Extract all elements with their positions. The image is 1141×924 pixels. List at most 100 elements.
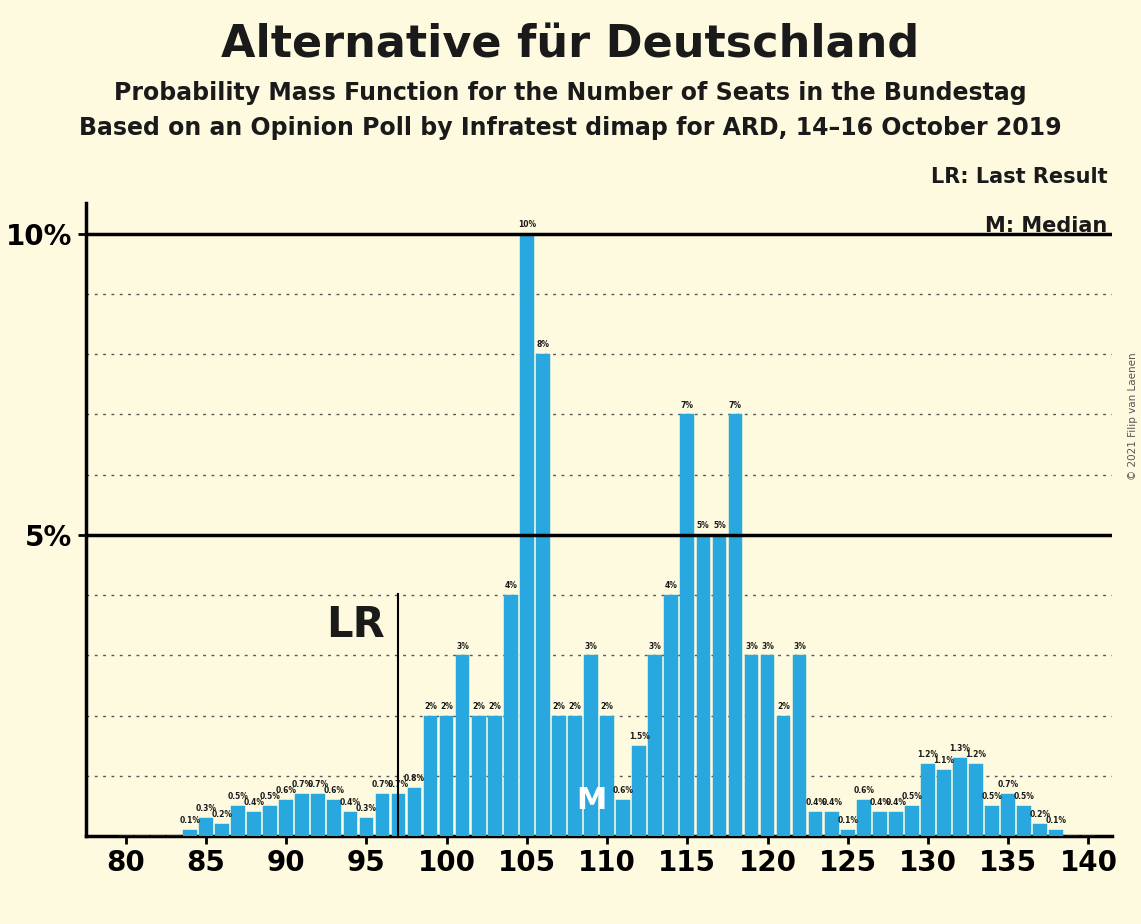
Text: 2%: 2% (777, 702, 790, 711)
Bar (216, 824, 229, 836)
Bar (1034, 824, 1047, 836)
Text: 1.2%: 1.2% (917, 750, 938, 760)
Bar (359, 818, 373, 836)
Bar (264, 806, 277, 836)
Text: 0.1%: 0.1% (179, 817, 201, 825)
Text: 0.2%: 0.2% (211, 810, 233, 820)
Bar (953, 758, 966, 836)
Bar (375, 794, 389, 836)
Text: 2%: 2% (424, 702, 437, 711)
Bar (183, 830, 196, 836)
Text: 1.5%: 1.5% (629, 732, 649, 741)
Text: 0.7%: 0.7% (372, 780, 393, 789)
Bar (777, 716, 791, 836)
Bar (1018, 806, 1031, 836)
Text: 2%: 2% (488, 702, 501, 711)
Bar (439, 716, 453, 836)
Bar (825, 812, 839, 836)
Bar (889, 812, 903, 836)
Text: 3%: 3% (793, 641, 806, 650)
Text: 8%: 8% (536, 340, 549, 349)
Bar (921, 764, 934, 836)
Text: 2%: 2% (568, 702, 582, 711)
Bar (327, 800, 341, 836)
Text: 0.4%: 0.4% (340, 798, 361, 808)
Bar (793, 655, 807, 836)
Bar (969, 764, 982, 836)
Bar (937, 770, 950, 836)
Bar (391, 794, 405, 836)
Bar (407, 788, 421, 836)
Text: 0.6%: 0.6% (276, 786, 297, 796)
Bar (296, 794, 309, 836)
Text: 10%: 10% (518, 220, 536, 229)
Bar (568, 716, 582, 836)
Bar (488, 716, 502, 836)
Text: 0.1%: 0.1% (1046, 817, 1067, 825)
Text: 0.5%: 0.5% (901, 792, 922, 801)
Text: 0.7%: 0.7% (997, 780, 1019, 789)
Text: LR: Last Result: LR: Last Result (931, 167, 1107, 188)
Bar (664, 595, 678, 836)
Text: 0.5%: 0.5% (981, 792, 1003, 801)
Bar (986, 806, 1000, 836)
Text: 1.1%: 1.1% (933, 756, 955, 765)
Text: 2%: 2% (472, 702, 485, 711)
Text: 0.4%: 0.4% (806, 798, 826, 808)
Text: 3%: 3% (456, 641, 469, 650)
Text: 2%: 2% (600, 702, 614, 711)
Text: 3%: 3% (649, 641, 662, 650)
Text: 0.7%: 0.7% (388, 780, 408, 789)
Text: M: M (576, 786, 606, 815)
Text: 4%: 4% (504, 581, 517, 590)
Bar (455, 655, 469, 836)
Text: 3%: 3% (761, 641, 774, 650)
Text: M: Median: M: Median (985, 216, 1107, 236)
Text: 1.2%: 1.2% (965, 750, 987, 760)
Bar (343, 812, 357, 836)
Text: 0.3%: 0.3% (356, 804, 377, 813)
Bar (809, 812, 823, 836)
Bar (199, 818, 212, 836)
Text: Based on an Opinion Poll by Infratest dimap for ARD, 14–16 October 2019: Based on an Opinion Poll by Infratest di… (79, 116, 1062, 140)
Bar (745, 655, 759, 836)
Bar (472, 716, 486, 836)
Text: 0.4%: 0.4% (885, 798, 906, 808)
Bar (248, 812, 261, 836)
Bar (600, 716, 614, 836)
Text: 0.4%: 0.4% (869, 798, 890, 808)
Text: 0.6%: 0.6% (853, 786, 874, 796)
Text: 0.3%: 0.3% (195, 804, 217, 813)
Text: 0.1%: 0.1% (837, 817, 858, 825)
Text: 0.4%: 0.4% (243, 798, 265, 808)
Bar (1002, 794, 1015, 836)
Bar (616, 800, 630, 836)
Text: 0.6%: 0.6% (613, 786, 633, 796)
Text: Alternative für Deutschland: Alternative für Deutschland (221, 23, 920, 67)
Text: 2%: 2% (440, 702, 453, 711)
Text: LR: LR (326, 604, 385, 646)
Text: 0.2%: 0.2% (1030, 810, 1051, 820)
Bar (905, 806, 919, 836)
Bar (232, 806, 245, 836)
Text: Probability Mass Function for the Number of Seats in the Bundestag: Probability Mass Function for the Number… (114, 81, 1027, 105)
Text: 3%: 3% (584, 641, 598, 650)
Text: 5%: 5% (697, 521, 710, 530)
Bar (280, 800, 293, 836)
Text: 4%: 4% (665, 581, 678, 590)
Text: 7%: 7% (729, 401, 742, 409)
Text: 0.7%: 0.7% (292, 780, 313, 789)
Bar (632, 746, 646, 836)
Text: 0.5%: 0.5% (1014, 792, 1035, 801)
Bar (841, 830, 855, 836)
Bar (873, 812, 887, 836)
Text: © 2021 Filip van Laenen: © 2021 Filip van Laenen (1128, 352, 1138, 480)
Bar (761, 655, 775, 836)
Bar (536, 354, 550, 836)
Bar (648, 655, 662, 836)
Bar (423, 716, 437, 836)
Text: 0.4%: 0.4% (822, 798, 842, 808)
Bar (552, 716, 566, 836)
Text: 2%: 2% (552, 702, 565, 711)
Bar (504, 595, 518, 836)
